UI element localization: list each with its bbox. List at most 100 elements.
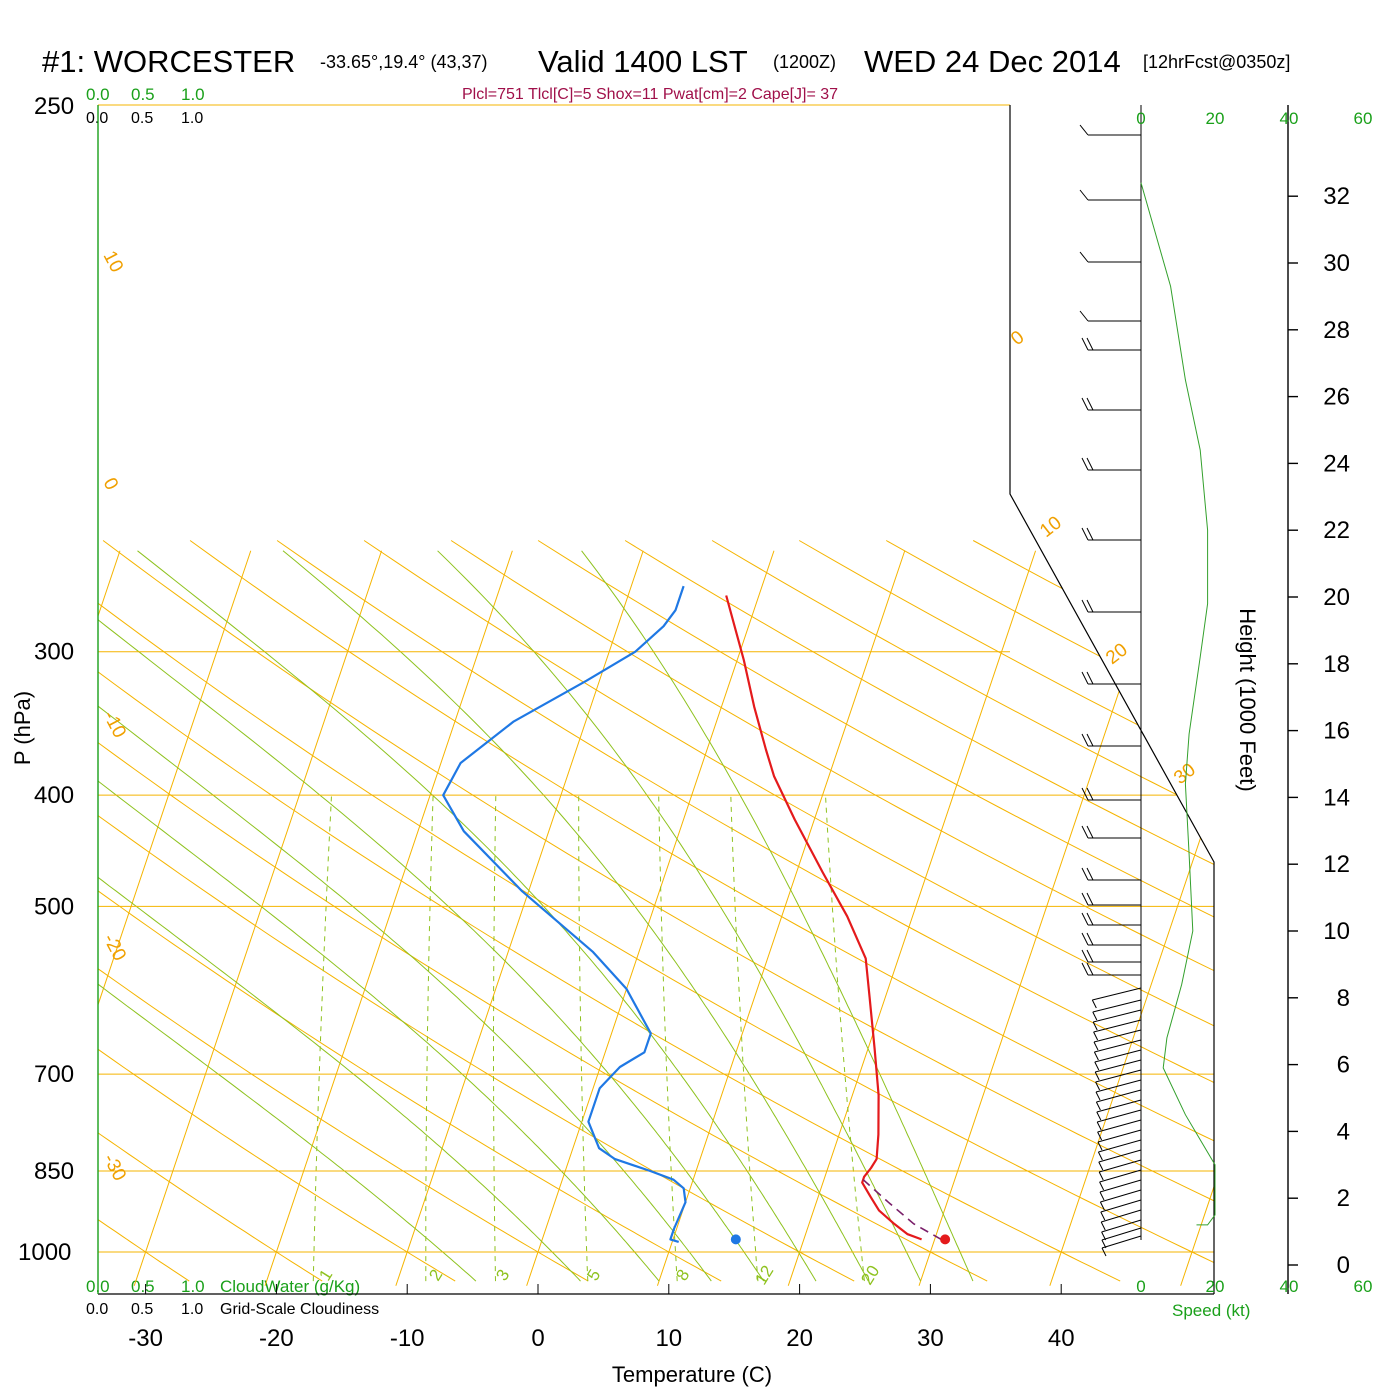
height-tick-label: 12 xyxy=(1323,851,1350,878)
wind-barb xyxy=(1097,1119,1142,1141)
wind-barb-flag xyxy=(1099,1191,1105,1201)
mixing-ratio-label: 3 xyxy=(492,1266,513,1284)
wind-barb-flag xyxy=(1081,527,1089,541)
wind-barb-staff xyxy=(1097,1119,1142,1133)
height-tick-label: 18 xyxy=(1323,651,1350,678)
forecast-label: [12hrFcst@0350z] xyxy=(1143,52,1290,72)
wind-barb-flag xyxy=(1081,912,1089,926)
station-title: #1: WORCESTER xyxy=(42,44,295,79)
svg-text:0.5: 0.5 xyxy=(131,1277,155,1296)
wind-barb-flag xyxy=(1093,1051,1099,1061)
wind-barb-flag xyxy=(1086,527,1094,541)
wind-barb-staff xyxy=(1101,1235,1142,1249)
wind-barb xyxy=(1095,1079,1142,1101)
wind-barb-flag xyxy=(1098,1161,1104,1171)
wind-barb xyxy=(1079,124,1141,136)
temperature-tick-label: -10 xyxy=(390,1325,425,1352)
wind-barb-flag xyxy=(1096,1121,1102,1131)
height-tick-label: 16 xyxy=(1323,718,1350,745)
temperature-tick-label: 40 xyxy=(1048,1325,1075,1352)
moist-adiabat-line xyxy=(98,550,712,1282)
wind-barb-flag xyxy=(1092,1011,1098,1021)
wind-barb-flag xyxy=(1098,1171,1104,1181)
wind-barb-staff xyxy=(1099,1159,1142,1173)
wind-barb-flag xyxy=(1086,787,1094,801)
wind-barb xyxy=(1094,1059,1142,1081)
dry-adiabat-line xyxy=(98,540,1121,1282)
moist-adiabat-line xyxy=(581,550,974,1282)
svg-text:0.0: 0.0 xyxy=(86,110,108,127)
wind-barb-staff xyxy=(1093,1019,1142,1033)
svg-text:0.0: 0.0 xyxy=(86,1301,108,1318)
height-tick-label: 26 xyxy=(1323,384,1350,411)
wind-barb-flag xyxy=(1086,867,1094,881)
dry-adiabat-line xyxy=(537,540,1214,1282)
wind-barb-flag xyxy=(1092,1021,1098,1031)
wind-barb-flag xyxy=(1097,1151,1103,1161)
indices-line: Plcl=751 Tlcl[C]=5 Shox=11 Pwat[cm]=2 Ca… xyxy=(462,86,838,103)
wind-barb xyxy=(1093,1039,1142,1061)
wind-barb xyxy=(1081,962,1141,976)
height-tick-label: 32 xyxy=(1323,183,1350,210)
wind-barb-flag xyxy=(1081,457,1089,471)
wind-barb-flag xyxy=(1093,1031,1099,1041)
wind-barb-flag xyxy=(1081,397,1089,411)
dry-adiabat-label: 10 xyxy=(99,247,127,276)
speed-tick-label-top: 40 xyxy=(1280,109,1299,128)
wind-barb-flag xyxy=(1086,892,1094,906)
dry-adiabats xyxy=(98,540,1214,1286)
wind-barb-staff xyxy=(1093,1029,1142,1043)
temperature-tick-label: 30 xyxy=(917,1325,944,1352)
height-tick-label: 22 xyxy=(1323,517,1350,544)
wind-barb xyxy=(1096,1099,1142,1121)
speed-tick-label-bottom: 20 xyxy=(1206,1277,1225,1296)
svg-text:1.0: 1.0 xyxy=(181,110,203,127)
dry-adiabat-line xyxy=(98,540,589,1282)
svg-text:0.0: 0.0 xyxy=(86,85,110,104)
sounding-series xyxy=(442,585,951,1245)
mixing-ratio-line xyxy=(825,795,865,1282)
isotherm-line xyxy=(395,550,644,1286)
isotherm-line xyxy=(787,550,1037,1286)
wind-profile xyxy=(1079,105,1216,1257)
dry-adiabat-line xyxy=(102,540,1214,1282)
mixing-ratio-line xyxy=(578,795,589,1282)
wind-barb xyxy=(1100,1209,1142,1231)
wind-barb xyxy=(1099,1189,1142,1211)
wind-barb-staff xyxy=(1099,1179,1142,1193)
wind-barb-flag xyxy=(1100,1211,1106,1221)
height-tick-label: 8 xyxy=(1337,985,1350,1012)
temperature-tick-label: 0 xyxy=(531,1325,544,1352)
height-tick-label: 24 xyxy=(1323,450,1350,477)
wind-barb xyxy=(1081,671,1141,685)
wind-barb-flag xyxy=(1099,1181,1105,1191)
height-tick-label: 28 xyxy=(1323,317,1350,344)
cloudiness-label: Grid-Scale Cloudiness xyxy=(220,1301,379,1318)
speed-tick-label-top: 20 xyxy=(1206,109,1225,128)
wind-barb xyxy=(1081,892,1141,906)
wind-barb-flag xyxy=(1086,671,1094,685)
height-tick-label: 6 xyxy=(1337,1052,1350,1079)
valid-label: Valid 1400 LST xyxy=(538,44,748,79)
surface-dewpoint-dot xyxy=(730,1234,741,1245)
wind-barb-staff xyxy=(1092,987,1142,1001)
cloudwater-scale-top: 0.0 0.5 1.0 xyxy=(86,85,205,104)
svg-text:1.0: 1.0 xyxy=(181,85,205,104)
wind-barb-flag xyxy=(1086,949,1094,963)
height-tick-label: 30 xyxy=(1323,250,1350,277)
wind-barb-staff xyxy=(1094,1039,1142,1053)
height-axis-label: Height (1000 Feet) xyxy=(1235,608,1260,791)
wind-barb-flag xyxy=(1099,1201,1105,1211)
wind-barb xyxy=(1101,1235,1142,1257)
svg-text:0.5: 0.5 xyxy=(131,85,155,104)
speed-tick-label-top: 60 xyxy=(1354,109,1373,128)
mixing-ratio-labels: 1 2 3 5 8 12 20 xyxy=(315,1262,883,1288)
wind-barb-staff xyxy=(1100,1199,1142,1213)
plot-frame xyxy=(97,104,1289,1295)
wind-barb xyxy=(1081,787,1141,801)
dry-adiabat-line xyxy=(624,540,1214,1282)
wind-barb-staff xyxy=(1098,1139,1142,1153)
